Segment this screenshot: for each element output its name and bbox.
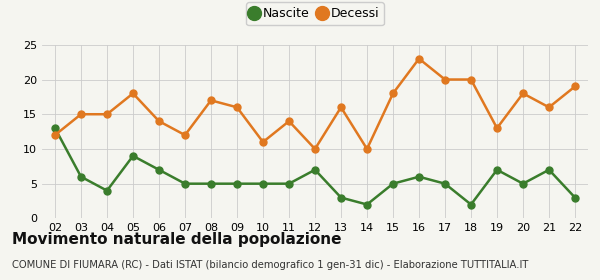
Decessi [442,78,449,81]
Nascite [337,196,344,199]
Decessi [259,140,266,144]
Decessi [181,133,188,137]
Decessi [233,106,241,109]
Nascite [181,182,188,185]
Nascite [233,182,241,185]
Nascite [130,154,137,158]
Decessi [130,92,137,95]
Nascite [155,168,163,171]
Line: Nascite: Nascite [52,125,578,208]
Nascite [208,182,215,185]
Nascite [545,168,553,171]
Text: COMUNE DI FIUMARA (RC) - Dati ISTAT (bilancio demografico 1 gen-31 dic) - Elabor: COMUNE DI FIUMARA (RC) - Dati ISTAT (bil… [12,260,529,270]
Decessi [571,85,578,88]
Nascite [311,168,319,171]
Decessi [545,106,553,109]
Nascite [493,168,500,171]
Decessi [520,92,527,95]
Decessi [493,127,500,130]
Nascite [52,127,59,130]
Decessi [103,113,110,116]
Nascite [415,175,422,178]
Nascite [442,182,449,185]
Nascite [103,189,110,192]
Nascite [520,182,527,185]
Nascite [571,196,578,199]
Decessi [467,78,475,81]
Nascite [389,182,397,185]
Decessi [389,92,397,95]
Nascite [286,182,293,185]
Nascite [77,175,85,178]
Decessi [364,147,371,151]
Decessi [208,99,215,102]
Nascite [364,203,371,206]
Text: Movimento naturale della popolazione: Movimento naturale della popolazione [12,232,341,248]
Decessi [52,133,59,137]
Nascite [259,182,266,185]
Decessi [77,113,85,116]
Decessi [286,120,293,123]
Decessi [311,147,319,151]
Line: Decessi: Decessi [52,55,578,152]
Legend: Nascite, Decessi: Nascite, Decessi [246,3,384,25]
Nascite [467,203,475,206]
Decessi [415,57,422,60]
Decessi [337,106,344,109]
Decessi [155,120,163,123]
